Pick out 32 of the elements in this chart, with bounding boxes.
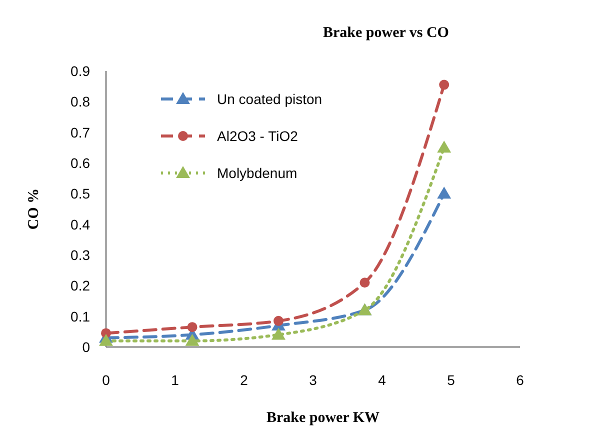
y-tick-label: 0 [82,339,90,355]
y-tick-label: 0.7 [70,124,90,140]
point [437,186,452,199]
y-tick-label: 0.8 [70,94,90,110]
legend-label: Al2O3 - TiO2 [217,128,298,144]
point [437,140,452,153]
x-tick-label: 1 [171,372,180,388]
point [439,80,450,90]
point [185,334,200,346]
y-axis-title: CO % [26,188,42,230]
x-axis-title: Brake power KW [266,410,380,426]
legend-label: Un coated piston [217,91,322,107]
x-tick-label: 0 [102,372,110,388]
x-tick-label: 2 [240,372,248,388]
x-tick-label: 5 [447,372,456,388]
point [187,322,198,332]
point [274,316,284,326]
point [360,278,370,288]
y-tick-label: 0.1 [70,308,90,324]
y-tick-label: 0.9 [70,63,90,79]
chart-title: Brake power vs CO [323,25,449,41]
y-tick-label: 0.5 [70,186,90,202]
point [272,328,286,340]
y-tick-label: 0.6 [70,155,90,171]
y-tick-label: 0.3 [70,247,90,263]
x-tick-label: 4 [378,372,386,388]
point [99,334,113,346]
x-tick-label: 6 [516,372,524,388]
y-tick-label: 0.2 [70,278,90,294]
legend-label: Molybdenum [217,165,298,181]
y-tick-label: 0.4 [70,216,90,232]
x-tick-label: 3 [309,372,318,388]
